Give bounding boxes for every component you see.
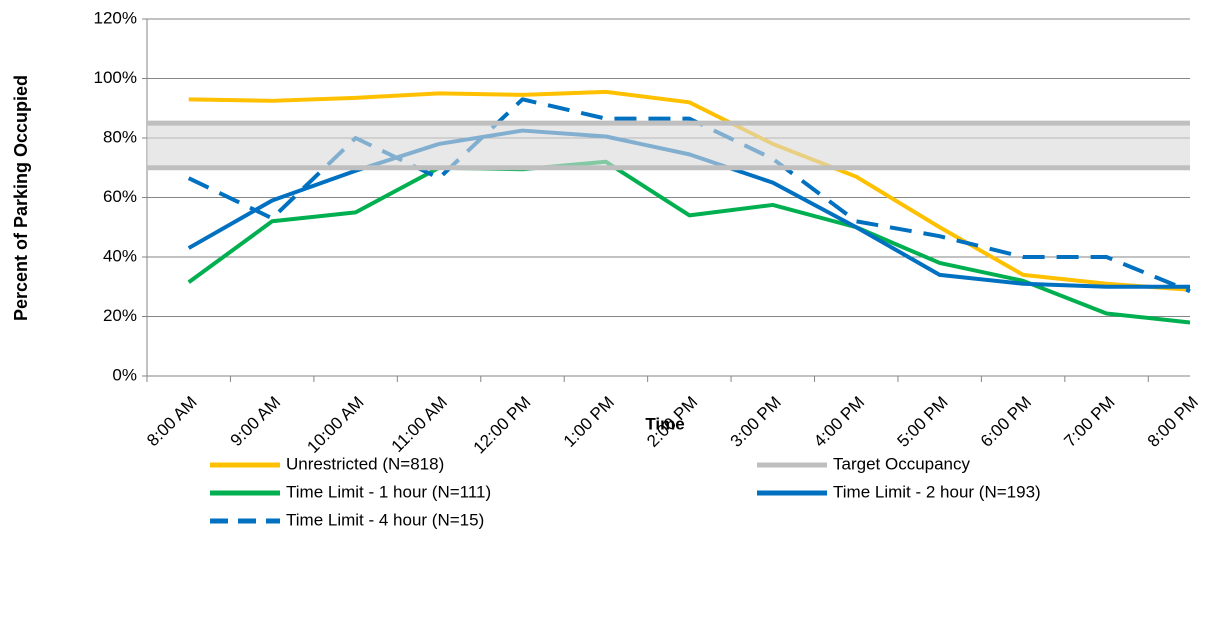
x-tick-label: 1:00 PM [560,393,618,451]
y-tick-label: 60% [103,187,137,206]
x-tick-label: 7:00 PM [1060,393,1118,451]
target-band [147,123,1190,168]
x-tick-label: 8:00 PM [1144,393,1202,451]
x-tick-label: 11:00 AM [388,393,451,456]
x-tick-label: 4:00 PM [810,393,868,451]
y-tick-label: 40% [103,246,137,265]
y-tick-label: 0% [112,365,137,384]
x-tick-label: 8:00 AM [143,393,201,451]
y-tick-label: 100% [94,68,137,87]
y-tick-label: 20% [103,306,137,325]
y-axis-title: Percent of Parking Occupied [11,75,31,321]
legend-label: Time Limit - 2 hour (N=193) [833,482,1041,501]
series-line [187,159,1191,325]
x-tick-label: 6:00 PM [977,393,1035,451]
legend-label: Unrestricted (N=818) [286,454,444,473]
legend-label: Time Limit - 1 hour (N=111) [286,482,491,501]
x-axis-title: Time [645,414,684,433]
legend-label: Time Limit - 4 hour (N=15) [286,510,484,529]
x-tick-label: 9:00 AM [227,393,285,451]
legend-label: Target Occupancy [833,454,971,473]
x-tick-label: 3:00 PM [727,393,785,451]
y-tick-label: 80% [103,127,137,146]
x-tick-label: 10:00 AM [303,393,367,457]
y-tick-label: 120% [94,8,137,27]
x-tick-label: 12:00 PM [470,393,535,458]
series-line [188,89,1191,292]
x-tick-label: 5:00 PM [893,393,951,451]
